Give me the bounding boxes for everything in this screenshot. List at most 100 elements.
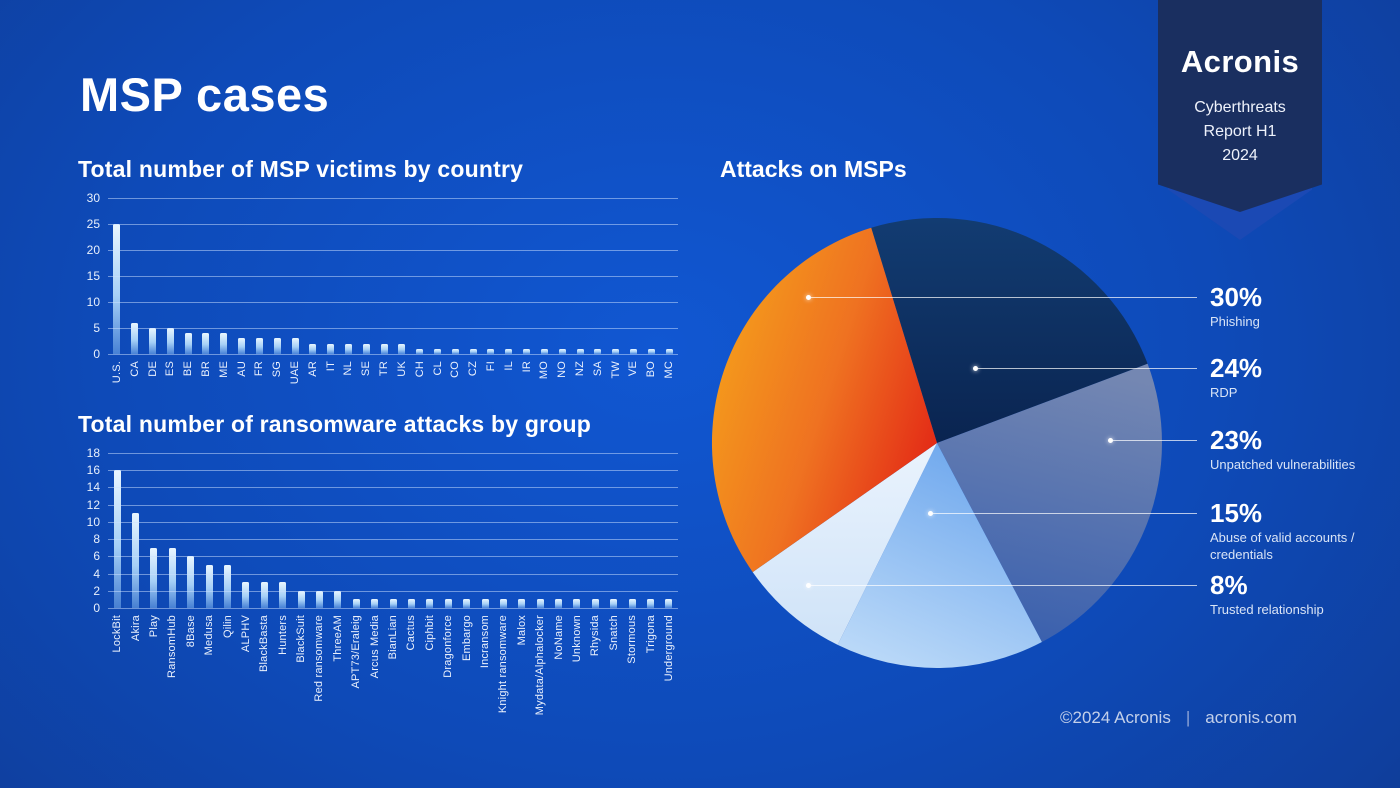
x-slot: IT — [322, 361, 340, 384]
x-axis-label: Dragonforce — [442, 615, 455, 678]
pie-callout: 8% Trusted relationship — [1210, 571, 1385, 619]
x-slot: U.S. — [108, 361, 126, 384]
x-slot: Cactus — [402, 615, 420, 715]
bar-column — [518, 198, 536, 354]
y-tick-label: 12 — [86, 497, 100, 512]
footer: ©2024 Acronis | acronis.com — [1060, 708, 1297, 728]
x-axis-label: AU — [235, 361, 248, 377]
x-axis-label: IR — [520, 361, 533, 373]
pie-slice-trusted-relationship — [752, 443, 937, 645]
bar — [309, 343, 317, 354]
y-tick-label: 10 — [86, 514, 100, 529]
bar-column — [494, 453, 512, 608]
leader-line — [978, 367, 1197, 369]
bar — [536, 599, 544, 608]
x-slot: CA — [126, 361, 144, 384]
gridline — [108, 608, 678, 609]
bar-column — [623, 453, 641, 608]
bar — [149, 328, 157, 354]
bar — [540, 348, 548, 354]
x-axis-label: Embargo — [460, 615, 473, 662]
x-slot: UAE — [286, 361, 304, 384]
x-slot: Play — [145, 615, 163, 715]
leader-dot — [805, 294, 811, 300]
y-tick-label: 18 — [86, 446, 100, 460]
x-axis-label: Cactus — [405, 615, 418, 651]
x-axis-label: CO — [449, 361, 462, 378]
plot-area-group — [108, 453, 678, 609]
report-ribbon: Acronis Cyberthreats Report H1 2024 — [1158, 0, 1322, 212]
bar-column — [476, 453, 494, 608]
bar — [260, 582, 268, 608]
x-slot: Akira — [126, 615, 144, 715]
bars-group — [108, 453, 678, 608]
bar-column — [161, 198, 179, 354]
bar-column — [421, 453, 439, 608]
x-slot: BlackBasta — [255, 615, 273, 715]
x-axis-label: NZ — [574, 361, 587, 377]
bar — [558, 348, 566, 354]
x-axis-label: Play — [147, 615, 160, 638]
y-tick-label: 14 — [86, 480, 100, 495]
leader-line — [933, 512, 1197, 514]
x-slot: Dragonforce — [439, 615, 457, 715]
x-slot: Trigona — [641, 615, 659, 715]
x-axis-label: CZ — [467, 361, 480, 377]
bar — [469, 348, 477, 354]
gridline — [108, 470, 678, 472]
x-slot: UK — [393, 361, 411, 384]
bar — [647, 348, 655, 354]
x-axis-label: Incransom — [479, 615, 491, 669]
x-axis-label: UK — [395, 361, 408, 377]
x-slot: LockBit — [108, 615, 126, 715]
x-axis-label: SE — [360, 361, 373, 377]
x-slot: DE — [144, 361, 162, 384]
y-tick-label: 5 — [93, 321, 100, 335]
x-slot: APT73/Eraleig — [347, 615, 365, 715]
bar-column — [411, 198, 429, 354]
y-tick-label: 16 — [86, 463, 100, 478]
bar-column — [237, 453, 255, 608]
gridline — [108, 539, 678, 541]
bar — [168, 547, 176, 608]
gridline — [108, 521, 678, 523]
x-axis-label: NL — [342, 361, 355, 376]
x-axis-label: TW — [609, 361, 622, 379]
bar — [131, 322, 139, 354]
x-axis-label: MO — [538, 361, 551, 380]
gridline — [108, 302, 678, 303]
x-slot: NZ — [571, 361, 589, 384]
acronis-site-link[interactable]: acronis.com — [1205, 708, 1297, 727]
x-slot: ME — [215, 361, 233, 384]
pie-callout: 23% Unpatched vulnerabilities — [1210, 426, 1385, 474]
x-slot: MO — [536, 361, 554, 384]
x-axis-label: Mydata/Alphalocker — [534, 615, 547, 716]
gridline — [108, 328, 678, 329]
bar — [407, 599, 415, 608]
x-slot: NL — [340, 361, 358, 384]
gridline — [108, 276, 678, 277]
x-slot: SA — [589, 361, 607, 384]
bar — [352, 599, 360, 608]
leader-line — [811, 584, 1197, 586]
x-axis-label: CA — [128, 361, 141, 377]
y-tick-label: 4 — [93, 566, 100, 581]
bar-column — [200, 453, 218, 608]
bar-column — [215, 198, 233, 354]
x-axis-label: BlackBasta — [258, 615, 271, 673]
gridline — [108, 224, 678, 225]
report-subtitle: Cyberthreats Report H1 2024 — [1194, 96, 1286, 168]
bar — [647, 599, 655, 608]
bar-column — [553, 198, 571, 354]
bar-column — [375, 198, 393, 354]
bar-column — [108, 453, 126, 608]
y-tick-label: 0 — [93, 601, 100, 615]
y-tick-label: 6 — [93, 549, 100, 564]
page-title: MSP cases — [80, 68, 330, 121]
x-slot: FI — [482, 361, 500, 384]
x-slot: BR — [197, 361, 215, 384]
gridline — [108, 453, 678, 454]
bar — [205, 564, 213, 608]
bar-column — [429, 198, 447, 354]
x-slot: BlackSuit — [292, 615, 310, 715]
